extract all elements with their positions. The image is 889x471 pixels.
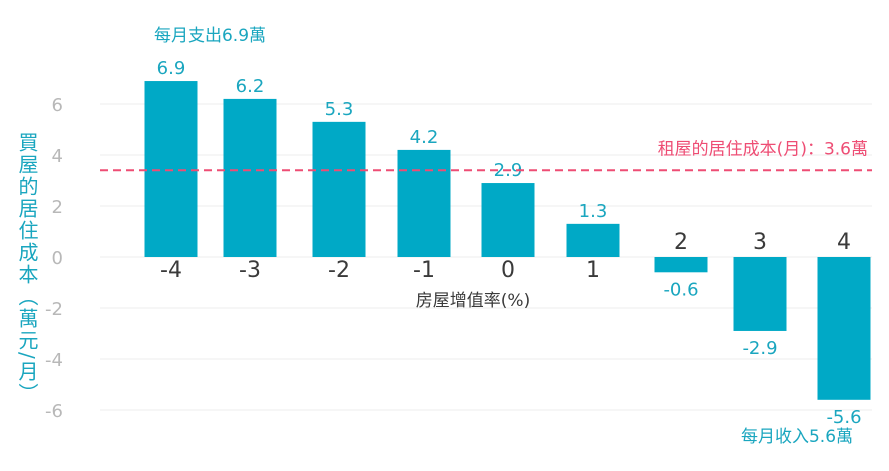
category-label: 2 <box>674 230 688 255</box>
category-label: -3 <box>239 258 261 283</box>
category-label: 1 <box>586 258 600 283</box>
category-label: 0 <box>501 258 515 283</box>
value-label: -2.9 <box>742 338 777 359</box>
category-label: 3 <box>753 230 767 255</box>
y-axis-label: 買屋的居住成本（萬元/月） <box>15 132 39 405</box>
category-label: 4 <box>837 230 851 255</box>
annotation-top: 每月支出6.9萬 <box>154 26 266 46</box>
bar <box>566 223 620 257</box>
y-tick-label: -6 <box>45 401 63 422</box>
category-label: -4 <box>160 258 182 283</box>
bar <box>481 183 535 257</box>
y-axis-ticks: -6 -4 -2 0 2 4 6 <box>45 95 63 422</box>
category-label: -2 <box>328 258 350 283</box>
bar <box>817 257 871 400</box>
y-tick-label: -4 <box>45 350 63 371</box>
y-tick-label: 4 <box>52 146 63 167</box>
value-label: 6.2 <box>236 76 265 97</box>
value-labels: 6.96.25.34.22.91.3-0.6-2.9-5.6 <box>157 58 862 428</box>
bar <box>654 257 708 273</box>
value-label: 6.9 <box>157 58 186 79</box>
annotation-bottom: 每月收入5.6萬 <box>741 427 853 447</box>
bar <box>144 81 198 257</box>
value-label: 4.2 <box>410 127 439 148</box>
reference-label: 租屋的居住成本(月)：3.6萬 <box>658 139 868 159</box>
bar <box>733 257 787 331</box>
y-tick-label: 2 <box>52 197 63 218</box>
value-label: 1.3 <box>579 201 608 222</box>
bars <box>144 81 871 400</box>
bar <box>312 121 366 257</box>
y-tick-label: -2 <box>45 299 63 320</box>
value-label: 5.3 <box>325 99 354 120</box>
y-tick-label: 6 <box>52 95 63 116</box>
x-axis-label: 房屋增值率(%) <box>416 291 530 311</box>
value-label: -0.6 <box>663 279 698 300</box>
bar <box>223 98 277 258</box>
category-labels: -4 -3 -2 -1 0 1 2 3 4 <box>160 230 851 283</box>
y-tick-label: 0 <box>52 248 63 269</box>
bar <box>397 149 451 257</box>
value-label: -5.6 <box>826 407 861 428</box>
category-label: -1 <box>413 258 435 283</box>
